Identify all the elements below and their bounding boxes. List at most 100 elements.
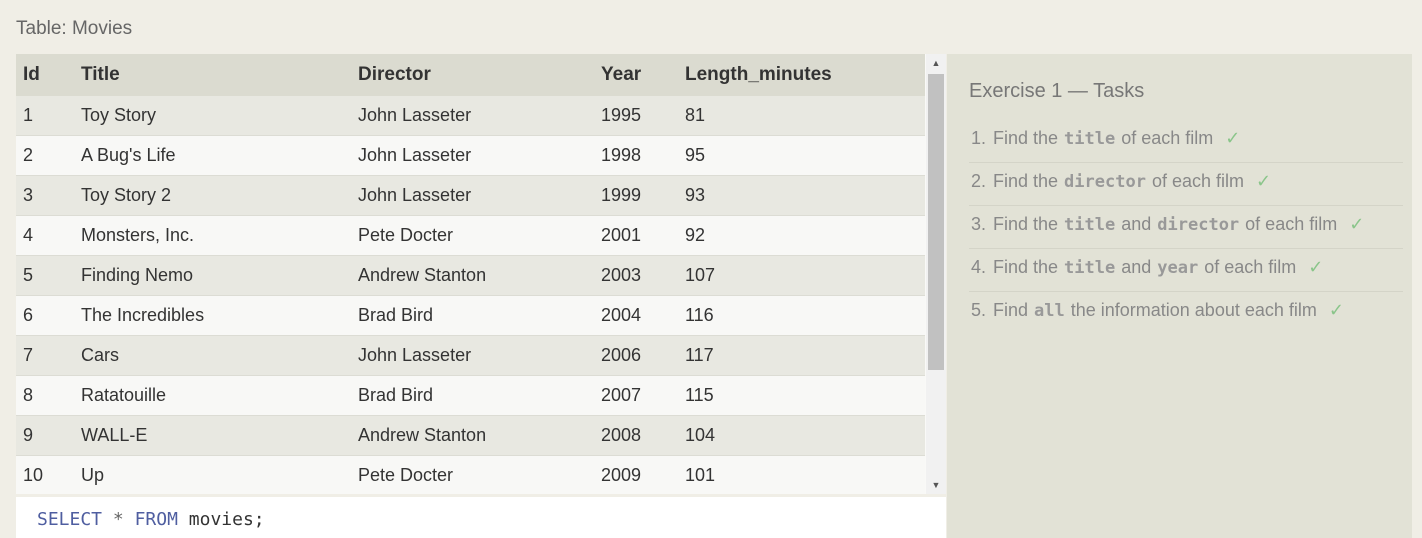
table-row: 3 Toy Story 2 John Lasseter 1999 93 [16,175,925,216]
table-row: 1 Toy Story John Lasseter 1995 81 [16,96,925,136]
cell-length-minutes: 101 [685,455,925,494]
cell-title: Finding Nemo [81,255,358,296]
task-number: 5. [971,300,987,320]
cell-director: John Lasseter [358,335,601,376]
table-body: 1 Toy Story John Lasseter 1995 81 2 A Bug's Li… [16,96,925,494]
task-text: Find the [993,171,1059,191]
cell-title: Toy Story [81,96,358,136]
sql-query-text[interactable]: SELECT * FROM movies; [37,509,265,530]
task-code-term: title [1064,129,1116,149]
cell-year: 1995 [601,96,685,136]
task-number: 3. [971,214,987,234]
cell-id: 2 [16,135,81,176]
tasks-title: Exercise 1 — Tasks [969,80,1145,102]
task-text: and [1121,214,1152,234]
task-code-term: director [1157,215,1240,235]
cell-year: 2004 [601,295,685,336]
cell-year: 2007 [601,375,685,416]
task-item: 1. Find the title of each film ✓ [969,120,1403,163]
table-caption: Table: Movies [16,18,133,39]
cell-title: Toy Story 2 [81,175,358,216]
cell-year: 1998 [601,135,685,176]
column-header-length-minutes: Length_minutes [685,54,925,96]
column-header-id: Id [16,54,81,96]
scroll-down-arrow-icon[interactable]: ▼ [931,480,941,490]
cell-year: 2001 [601,215,685,256]
cell-director: John Lasseter [358,135,601,176]
task-item: 2. Find the director of each film ✓ [969,163,1403,206]
task-code-term: director [1064,172,1146,192]
task-text: of each film [1121,128,1214,148]
cell-id: 4 [16,215,81,256]
cell-director: John Lasseter [358,175,601,216]
task-code-term: title [1064,215,1116,235]
cell-year: 1999 [601,175,685,216]
cell-length-minutes: 92 [685,215,925,256]
table-row: 10 Up Pete Docter 2009 101 [16,455,925,494]
cell-id: 6 [16,295,81,336]
cell-director: Andrew Stanton [358,415,601,456]
cell-year: 2006 [601,335,685,376]
column-header-director: Director [358,54,601,96]
task-code-term: year [1157,258,1199,278]
cell-id: 7 [16,335,81,376]
tasks-list: 1. Find the title of each film ✓ 2. Find the di… [969,120,1403,334]
task-item: 4. Find the title and year of each film ✓ [969,249,1403,292]
sql-keyword-from: FROM [134,509,178,530]
cell-length-minutes: 107 [685,255,925,296]
cell-title: The Incredibles [81,295,358,336]
scrollbar-thumb[interactable] [928,74,944,370]
cell-length-minutes: 95 [685,135,925,176]
table-row: 8 Ratatouille Brad Bird 2007 115 [16,375,925,416]
cell-title: Up [81,455,358,494]
task-code-term: all [1034,301,1065,321]
task-number: 2. [971,171,987,191]
cell-director: Brad Bird [358,375,601,416]
cell-id: 9 [16,415,81,456]
task-text: Find the [993,128,1059,148]
task-text: Find [993,300,1029,320]
cell-length-minutes: 93 [685,175,925,216]
task-code-term: title [1064,258,1116,278]
task-text: of each film [1204,257,1297,277]
cell-length-minutes: 117 [685,335,925,376]
table-row: 9 WALL-E Andrew Stanton 2008 104 [16,415,925,456]
cell-title: A Bug's Life [81,135,358,176]
task-number: 1. [971,128,987,148]
cell-id: 5 [16,255,81,296]
column-header-year: Year [601,54,685,96]
task-text: Find the [993,257,1059,277]
task-text: of each film [1245,214,1338,234]
sql-query-editor[interactable]: SELECT * FROM movies; [16,497,946,538]
checkmark-icon: ✓ [1308,257,1324,277]
cell-length-minutes: 115 [685,375,925,416]
task-text: Find the [993,214,1059,234]
cell-length-minutes: 81 [685,96,925,136]
cell-year: 2003 [601,255,685,296]
table-row: 6 The Incredibles Brad Bird 2004 116 [16,295,925,336]
sql-table-name: movies; [188,509,265,530]
sql-keyword-select: SELECT [37,509,103,530]
cell-director: John Lasseter [358,96,601,136]
cell-director: Pete Docter [358,455,601,494]
checkmark-icon: ✓ [1349,214,1365,234]
cell-id: 8 [16,375,81,416]
table-scrollbar[interactable]: ▲ ▼ [926,54,946,494]
task-item: 3. Find the title and director of each film ✓ [969,206,1403,249]
cell-year: 2008 [601,415,685,456]
table-row: 4 Monsters, Inc. Pete Docter 2001 92 [16,215,925,256]
table-row: 7 Cars John Lasseter 2006 117 [16,335,925,376]
scroll-up-arrow-icon[interactable]: ▲ [931,58,941,68]
cell-length-minutes: 116 [685,295,925,336]
checkmark-icon: ✓ [1225,128,1241,148]
cell-director: Brad Bird [358,295,601,336]
table-row: 5 Finding Nemo Andrew Stanton 2003 107 [16,255,925,296]
task-text: of each film [1151,171,1244,191]
cell-director: Andrew Stanton [358,255,601,296]
task-number: 4. [971,257,987,277]
tasks-panel: Exercise 1 — Tasks 1. Find the title of eac… [947,54,1412,538]
cell-id: 1 [16,96,81,136]
